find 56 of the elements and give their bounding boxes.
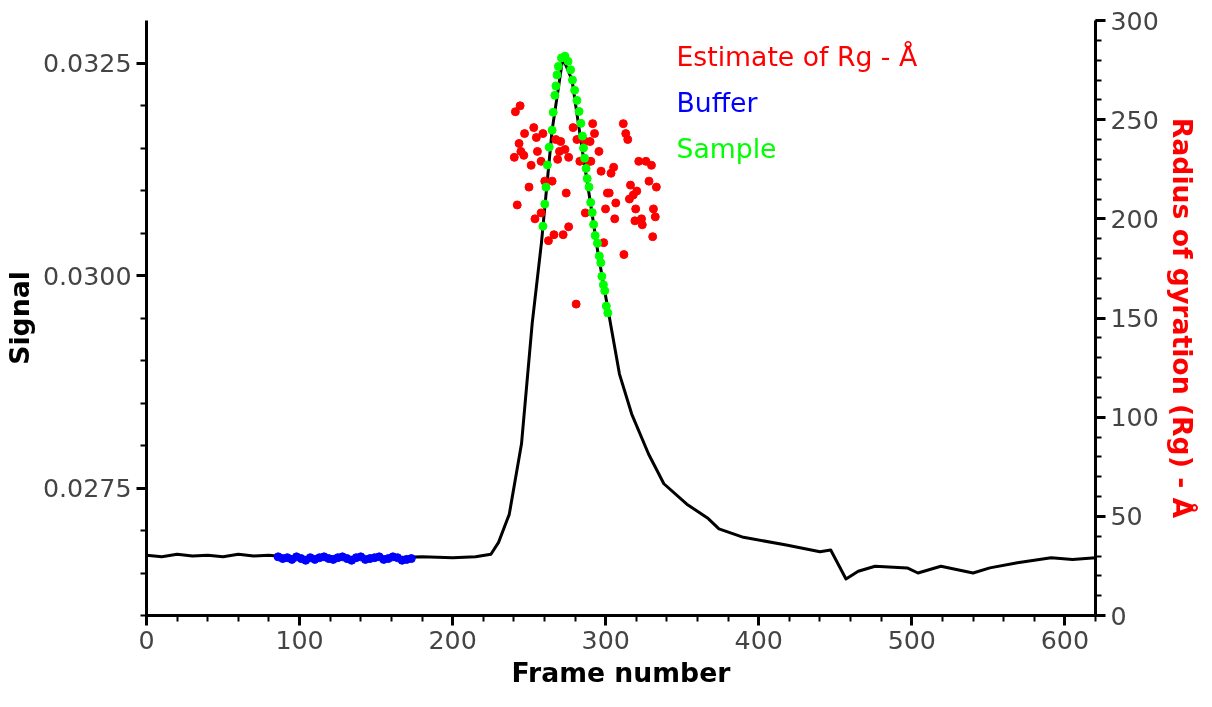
y2-tick-label: 150 xyxy=(1110,303,1159,333)
point xyxy=(551,81,561,91)
y2-tick-label: 200 xyxy=(1110,203,1159,234)
point xyxy=(596,258,606,268)
y2-tick-label: 50 xyxy=(1110,501,1143,532)
point xyxy=(581,163,591,173)
point xyxy=(541,182,551,192)
y2-tick-label: 300 xyxy=(1110,5,1159,36)
point xyxy=(603,308,613,318)
point xyxy=(547,125,557,135)
x-tick-label: 100 xyxy=(275,624,324,655)
point xyxy=(577,131,587,141)
text: Buffer xyxy=(676,86,758,118)
point xyxy=(584,182,594,192)
x-tick-label: 200 xyxy=(428,624,477,655)
point xyxy=(590,231,600,241)
y2-tick-label: 100 xyxy=(1110,402,1159,433)
y2-tick-label: 0 xyxy=(1110,600,1127,631)
point xyxy=(576,118,586,128)
point xyxy=(542,160,552,170)
y-tick-label: 0.0275 xyxy=(42,473,132,503)
text: Sample xyxy=(676,132,777,164)
point xyxy=(566,65,576,75)
point xyxy=(579,143,588,153)
y-tick-label: 0.0325 xyxy=(42,48,132,78)
point xyxy=(544,142,554,152)
point xyxy=(567,75,577,85)
x-tick-label: 400 xyxy=(734,624,783,655)
x-tick-label: 600 xyxy=(1040,624,1090,655)
point xyxy=(550,90,560,100)
point xyxy=(580,153,590,163)
point xyxy=(570,85,580,95)
point xyxy=(538,221,548,231)
y-axis-title: Signal xyxy=(3,271,35,365)
point xyxy=(572,95,582,105)
point xyxy=(597,271,607,281)
x-tick-label: 500 xyxy=(887,624,936,655)
x-tick-label: 0 xyxy=(138,624,155,655)
point xyxy=(552,70,562,80)
y-tick-label: 0.0300 xyxy=(42,260,132,291)
x-axis-title: Frame number xyxy=(511,656,732,688)
point xyxy=(589,220,599,229)
point xyxy=(540,199,550,209)
point xyxy=(600,286,610,296)
point xyxy=(548,107,558,117)
point xyxy=(553,61,563,71)
point xyxy=(592,238,602,248)
point xyxy=(587,208,597,218)
point xyxy=(574,106,584,116)
point xyxy=(563,56,573,66)
text: Estimate of Rg - Å xyxy=(676,40,918,72)
point xyxy=(586,197,596,207)
y2-axis-title: Radius of gyration (Rg) - Å xyxy=(1166,117,1198,519)
y2-tick-label: 250 xyxy=(1110,104,1159,135)
x-tick-label: 300 xyxy=(581,624,630,655)
point xyxy=(582,174,592,184)
